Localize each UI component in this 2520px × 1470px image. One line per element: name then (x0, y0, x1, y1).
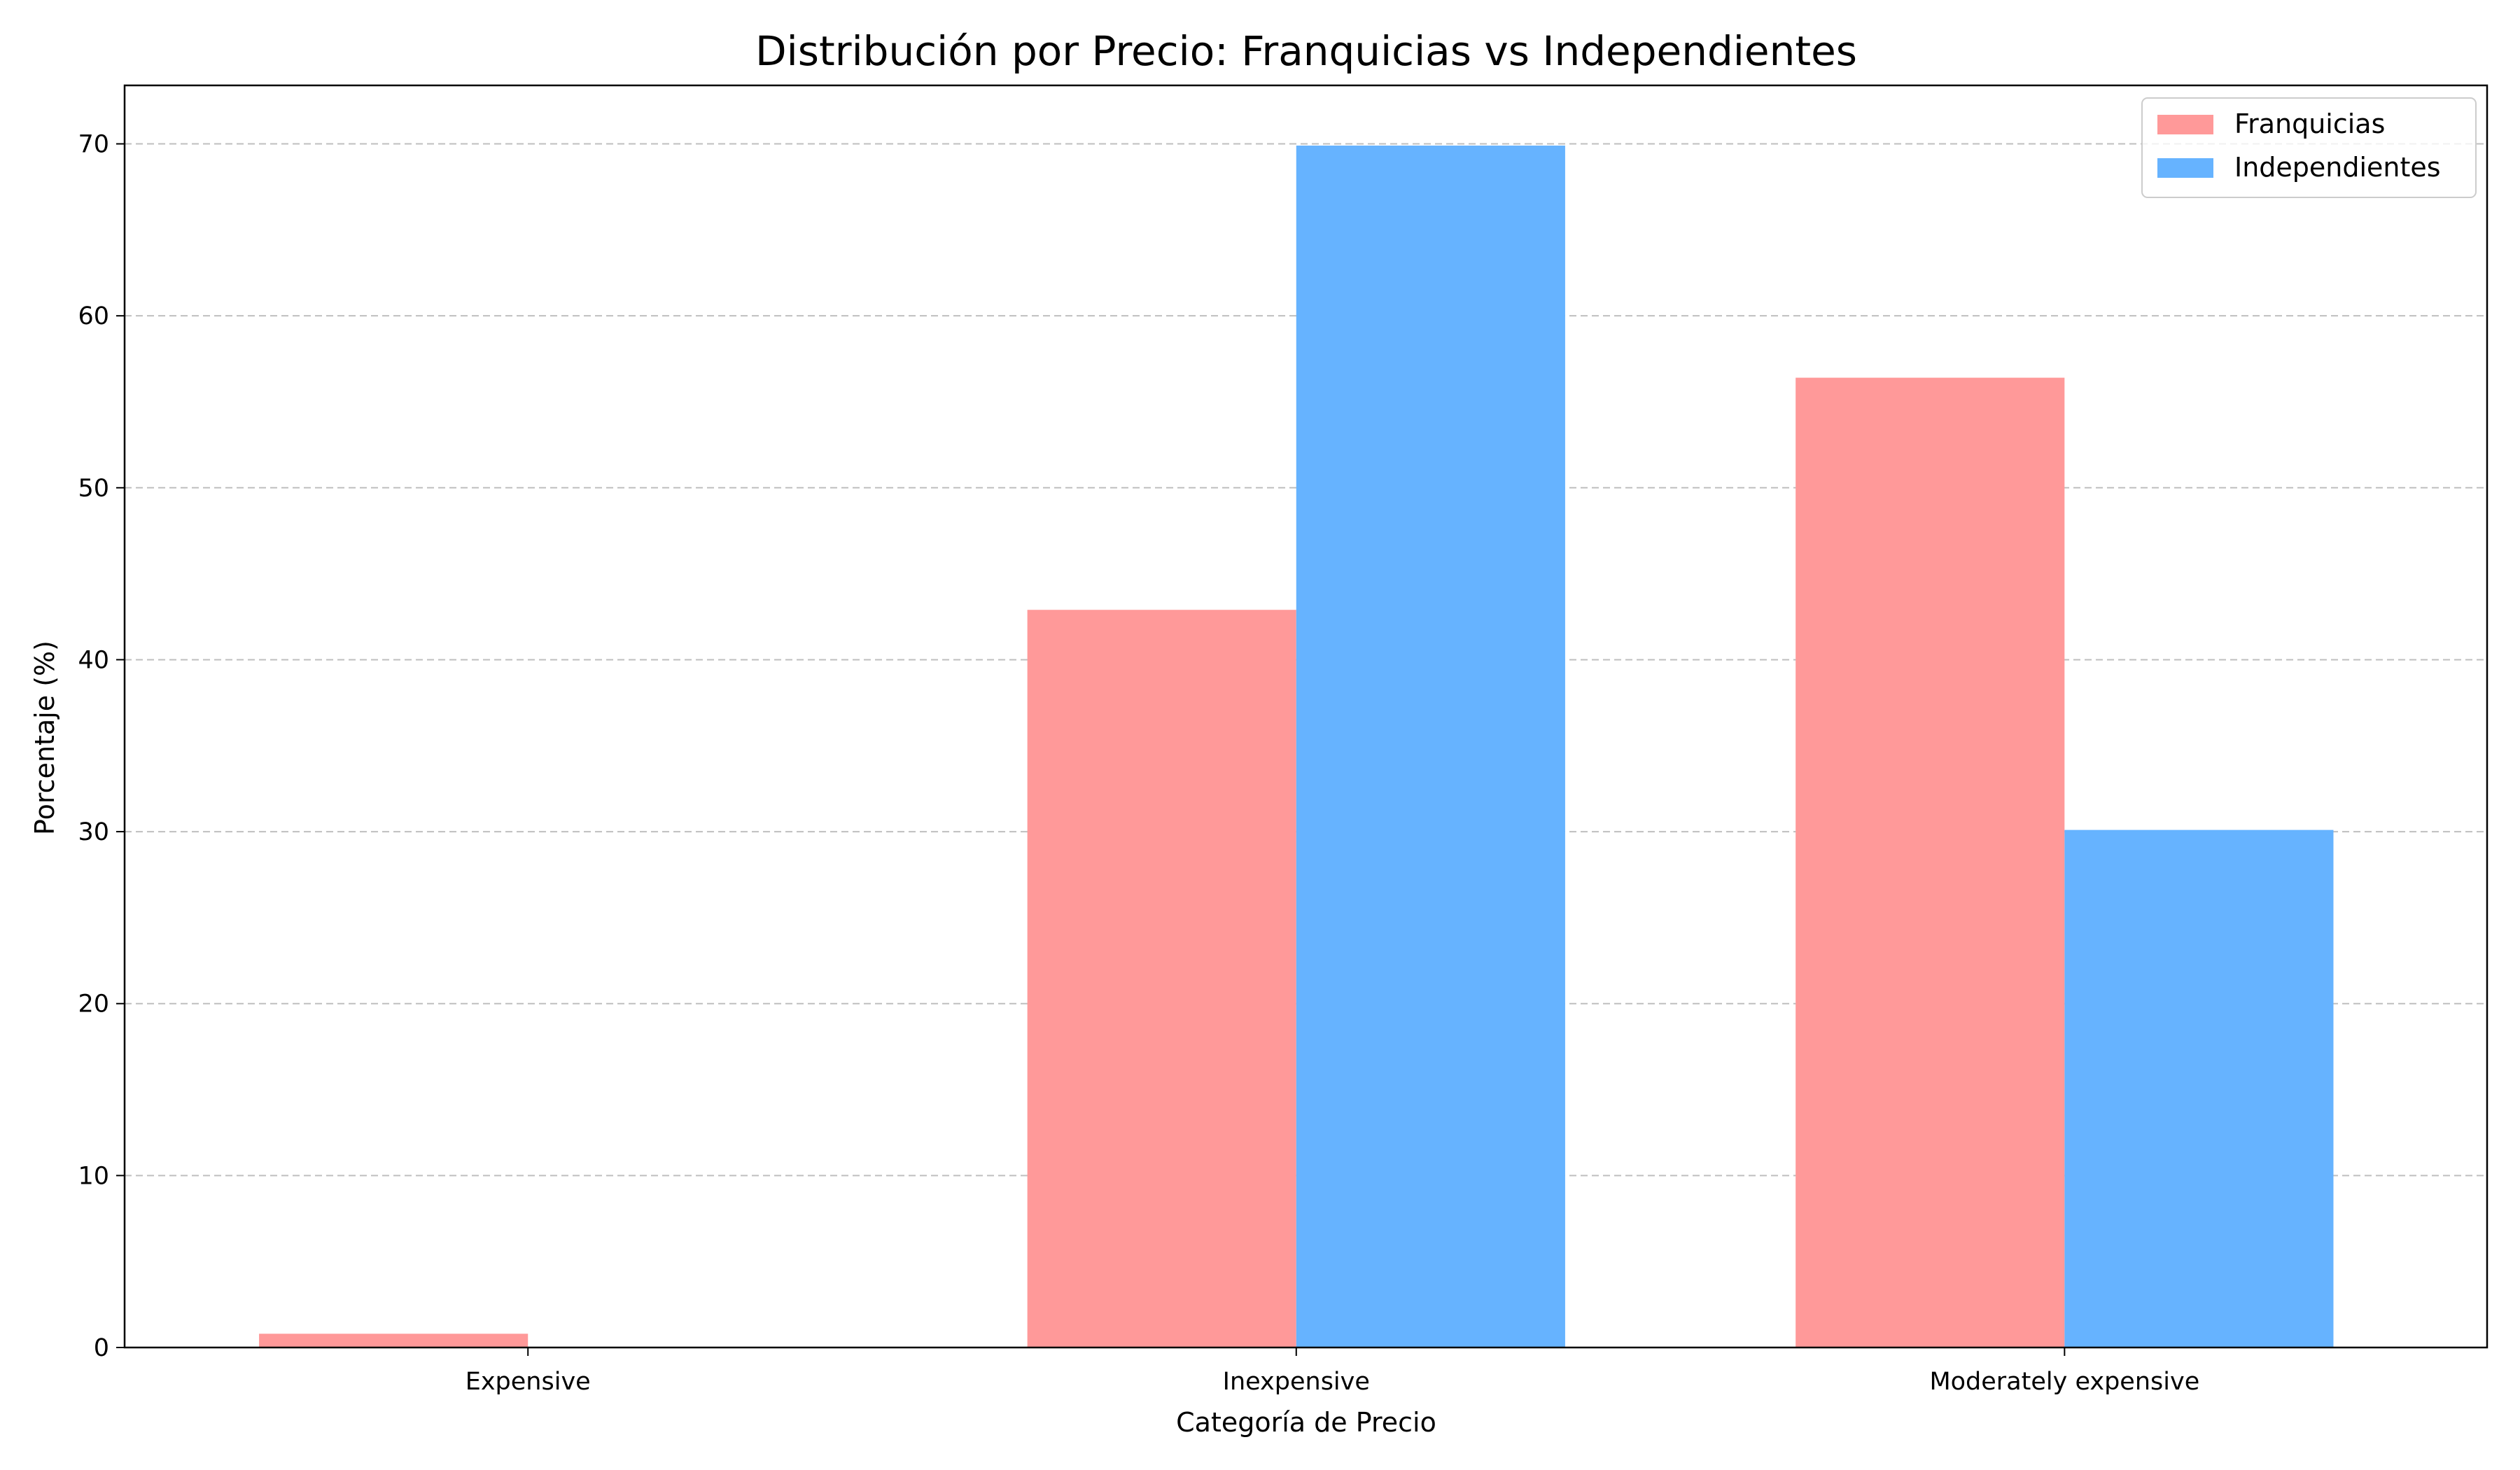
bar (259, 1334, 528, 1348)
y-axis-title: Porcentaje (%) (29, 640, 60, 835)
x-tick-label: Moderately expensive (1929, 1368, 2199, 1396)
legend-label: Independientes (2234, 152, 2441, 183)
y-tick-label: 10 (78, 1162, 109, 1190)
axes (116, 84, 2488, 1356)
legend-swatch (2157, 158, 2213, 178)
bar (1795, 377, 2065, 1348)
bars (259, 145, 2334, 1348)
x-tick-label: Inexpensive (1223, 1368, 1370, 1396)
x-axis-title: Categoría de Precio (1176, 1407, 1436, 1438)
y-tick-label: 60 (78, 302, 109, 330)
y-tick-label: 40 (78, 646, 109, 674)
plot-frame (123, 84, 2488, 1349)
y-tick-label: 20 (78, 990, 109, 1018)
legend-box (2141, 97, 2477, 198)
chart-title: Distribución por Precio: Franquicias vs … (755, 27, 1857, 75)
legend: Franquicias Independientes (2141, 97, 2477, 198)
y-tick-label: 70 (78, 131, 109, 159)
bar (1027, 610, 1296, 1348)
y-tick-label: 0 (94, 1334, 109, 1362)
legend-label: Franquicias (2234, 108, 2385, 139)
y-tick-label: 30 (78, 818, 109, 846)
tick-labels: 0 10 20 30 40 50 60 70 Expensive Inexpensive Moder… (78, 131, 2199, 1396)
bar (2064, 830, 2334, 1348)
x-tick-label: Expensive (465, 1368, 591, 1396)
y-tick-label: 50 (78, 475, 109, 503)
legend-swatch (2157, 115, 2213, 134)
bar (1296, 145, 1565, 1348)
